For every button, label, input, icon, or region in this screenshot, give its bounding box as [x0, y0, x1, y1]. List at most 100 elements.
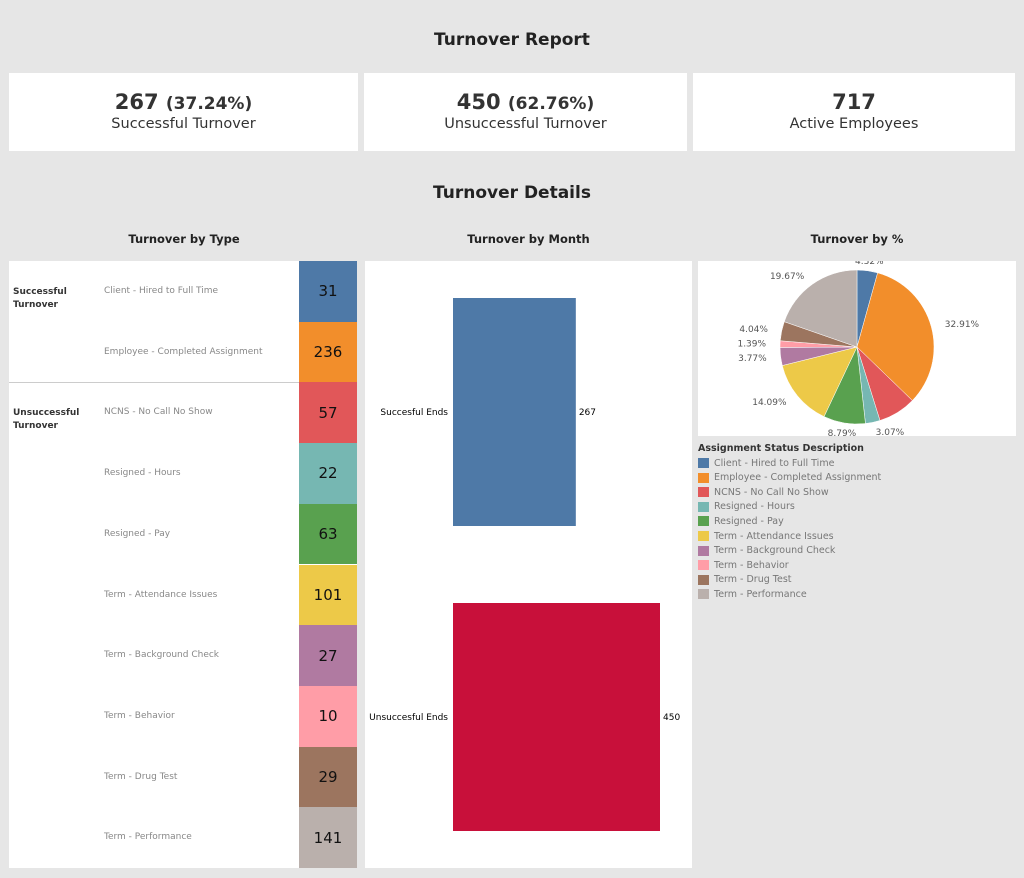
- legend-label: Term - Behavior: [714, 559, 789, 571]
- bar-value-label: 450: [663, 713, 680, 723]
- legend-item[interactable]: Term - Performance: [698, 587, 807, 601]
- value-cell: 29: [299, 746, 357, 808]
- legend-label: Term - Performance: [714, 588, 807, 600]
- legend-swatch-icon: [698, 501, 709, 512]
- legend-label: Term - Background Check: [714, 545, 836, 557]
- category-label: Resigned - Hours: [104, 468, 181, 479]
- legend-swatch-icon: [698, 589, 709, 600]
- table-row: Term - Attendance Issues 101: [9, 564, 357, 626]
- group-divider: [9, 382, 299, 384]
- pie-label: 4.32%: [855, 261, 884, 267]
- turnover-by-month-chart: Succesful Ends 267 Unsuccesful Ends 450: [365, 261, 692, 868]
- legend-swatch-icon: [698, 516, 709, 527]
- table-row: Resigned - Pay 63: [9, 503, 357, 565]
- bar-value-label: 267: [579, 408, 596, 418]
- legend-swatch-icon: [698, 472, 709, 483]
- kpi-card: 717 Active Employees: [693, 73, 1015, 151]
- bar-category-label: Succesful Ends: [380, 408, 448, 418]
- category-label: Resigned - Pay: [104, 528, 171, 539]
- table-row: Term - Background Check 27: [9, 625, 357, 686]
- category-label: Employee - Completed Assignment: [104, 346, 263, 357]
- legend-swatch-icon: [698, 458, 709, 468]
- value-cell: 10: [299, 685, 357, 747]
- legend-item[interactable]: Term - Drug Test: [698, 573, 792, 587]
- kpi-label: Successful Turnover: [111, 116, 256, 132]
- pie-label: 32.91%: [945, 320, 980, 330]
- turnover-by-pct-chart: 4.32% 32.91% 3.07% 8.79% 14.09% 3.77% 1.39% 4.0…: [698, 257, 1016, 439]
- legend-swatch-icon: [698, 574, 709, 585]
- pie-slice: [856, 272, 935, 401]
- type-table-title: Turnover by Type: [128, 232, 240, 246]
- group-label: Unsuccessful Turnover: [13, 408, 80, 432]
- legend-label: Term - Drug Test: [714, 574, 792, 586]
- month-chart-title: Turnover by Month: [467, 232, 590, 246]
- group-label: Successful Turnover: [13, 287, 67, 310]
- pie-slice: [781, 346, 858, 417]
- legend-item[interactable]: NCNS - No Call No Show: [698, 485, 829, 499]
- value-cell: 27: [299, 625, 357, 686]
- kpi-value: 450 (62.76%): [456, 90, 595, 114]
- legend-label: Resigned - Pay: [714, 515, 784, 527]
- value-cell: 141: [299, 807, 357, 868]
- value-cell: 22: [299, 443, 357, 504]
- category-label: Term - Background Check: [104, 650, 220, 661]
- legend-label: Resigned - Hours: [714, 501, 795, 513]
- legend-title: Assignment Status Description: [698, 443, 864, 454]
- value-cell: 101: [299, 564, 357, 626]
- legend-item[interactable]: Term - Background Check: [698, 544, 835, 558]
- legend-item[interactable]: Resigned - Hours: [698, 500, 795, 514]
- legend-label: Employee - Completed Assignment: [714, 472, 882, 484]
- pie-label: 3.07%: [876, 428, 905, 436]
- pct-chart-title: Turnover by %: [810, 232, 904, 246]
- pie-label: 14.09%: [752, 398, 787, 408]
- kpi-label: Active Employees: [789, 116, 919, 132]
- value-cell: 63: [299, 503, 357, 565]
- table-row: Term - Drug Test 29: [9, 746, 357, 808]
- kpi-value: 717: [832, 90, 876, 114]
- bar: [453, 298, 576, 526]
- category-label: NCNS - No Call No Show: [104, 407, 213, 418]
- pie-label: 3.77%: [738, 354, 767, 364]
- pie-label: 8.79%: [828, 429, 857, 436]
- kpi-label: Unsuccessful Turnover: [444, 116, 607, 132]
- legend-swatch-icon: [698, 531, 709, 541]
- pie-label: 1.39%: [737, 340, 766, 350]
- table-row: Term - Behavior 10: [9, 685, 357, 747]
- table-row: Term - Performance 141: [9, 807, 357, 868]
- table-row: Resigned - Hours 22: [9, 443, 357, 504]
- table-row: NCNS - No Call No Show 57: [9, 382, 357, 444]
- turnover-by-type-table: Client - Hired to Full Time 31 Employee - …: [9, 261, 357, 868]
- legend-swatch-icon: [698, 560, 709, 571]
- value-cell: 31: [299, 261, 357, 322]
- legend-swatch-icon: [698, 545, 709, 556]
- pie-slice: [783, 269, 858, 348]
- bar-category-label: Unsuccesful Ends: [369, 713, 448, 723]
- legend-swatch-icon: [698, 487, 709, 498]
- category-label: Term - Performance: [104, 832, 192, 843]
- details-title: Turnover Details: [433, 183, 591, 203]
- legend-item[interactable]: Term - Behavior: [698, 558, 789, 572]
- table-row: Client - Hired to Full Time 31: [9, 261, 357, 322]
- kpi-card: 450 (62.76%) Unsuccessful Turnover: [364, 73, 687, 151]
- kpi-value: 267 (37.24%): [114, 90, 253, 114]
- pie-label: 19.67%: [770, 272, 805, 282]
- legend-label: NCNS - No Call No Show: [714, 486, 829, 498]
- bar: [453, 603, 660, 831]
- table-row: Employee - Completed Assignment 236: [9, 321, 357, 383]
- legend-item[interactable]: Client - Hired to Full Time: [698, 456, 834, 470]
- pie-label: 4.04%: [739, 325, 768, 335]
- value-cell: 57: [299, 382, 357, 444]
- kpi-percent: (62.76%): [507, 94, 595, 114]
- report-title: Turnover Report: [434, 30, 590, 50]
- kpi-card: 267 (37.24%) Successful Turnover: [9, 73, 358, 151]
- category-label: Term - Attendance Issues: [104, 589, 218, 600]
- category-label: Term - Behavior: [104, 710, 175, 721]
- category-label: Term - Drug Test: [104, 771, 178, 782]
- category-label: Client - Hired to Full Time: [104, 286, 219, 296]
- kpi-percent: (37.24%): [165, 94, 253, 114]
- legend-label: Client - Hired to Full Time: [714, 457, 835, 469]
- value-cell: 236: [299, 321, 357, 383]
- legend-item[interactable]: Term - Attendance Issues: [698, 529, 834, 543]
- legend-item[interactable]: Resigned - Pay: [698, 514, 784, 528]
- legend-item[interactable]: Employee - Completed Assignment: [698, 471, 881, 485]
